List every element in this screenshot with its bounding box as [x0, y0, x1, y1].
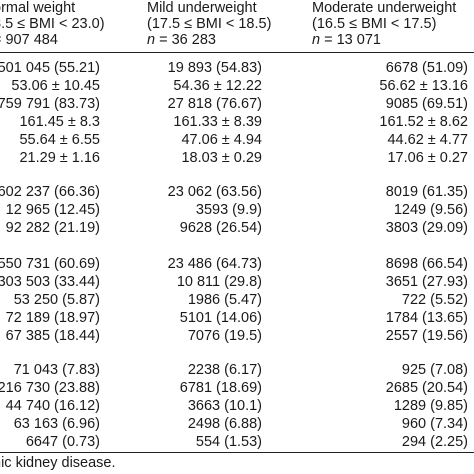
table-cell: 19 893 (54.83)	[167, 60, 262, 76]
header-n: n = 13 071	[312, 32, 381, 48]
table-cell: 63 163 (6.96)	[13, 416, 100, 432]
table-cell: 8698 (66.54)	[385, 256, 468, 272]
table-cell: 6678 (51.09)	[385, 60, 468, 76]
table-cell: 550 731 (60.69)	[0, 256, 100, 272]
table-cell: 6781 (18.69)	[179, 380, 262, 396]
table-cell: 2238 (6.17)	[187, 362, 262, 378]
header-title: Mild underweight	[147, 0, 257, 16]
table-cell: 6647 (0.73)	[25, 434, 100, 450]
table-cell: 53 250 (5.87)	[13, 292, 100, 308]
table-cell: 18.03 ± 0.29	[181, 150, 262, 166]
n-symbol: n	[147, 32, 156, 48]
table-cell: 9085 (69.51)	[385, 96, 468, 112]
table-cell: 216 730 (23.88)	[0, 380, 100, 396]
header-range: (16.5 ≤ BMI < 17.5)	[312, 16, 437, 32]
header-n: n = 36 283	[147, 32, 216, 48]
table-cell: 3651 (27.93)	[385, 274, 468, 290]
table-cell: 602 237 (66.36)	[0, 184, 100, 200]
table-cell: 17.06 ± 0.27	[387, 150, 468, 166]
table-cell: 1784 (13.65)	[385, 310, 468, 326]
table-cell: 759 791 (83.73)	[0, 96, 100, 112]
table-cell: 9628 (26.54)	[179, 220, 262, 236]
table-cell: 44.62 ± 4.77	[387, 132, 468, 148]
header-rule	[0, 52, 474, 53]
table-cell: 23 062 (63.56)	[167, 184, 262, 200]
header-normal-weight: ormal weight 8.5 ≤ BMI < 23.0) = 907 484	[0, 0, 105, 48]
table-cell: 1289 (9.85)	[393, 398, 468, 414]
table-cell: 67 385 (18.44)	[5, 328, 100, 344]
table-cell: 27 818 (76.67)	[167, 96, 262, 112]
table-cell: 722 (5.52)	[401, 292, 468, 308]
table-cell: 2557 (19.56)	[385, 328, 468, 344]
table-cell: 53.06 ± 10.45	[11, 78, 100, 94]
footer-rule	[0, 452, 474, 453]
table-cell: 47.06 ± 4.94	[181, 132, 262, 148]
table-cell: 1249 (9.56)	[393, 202, 468, 218]
header-n: = 907 484	[0, 32, 58, 48]
table-cell: 294 (2.25)	[401, 434, 468, 450]
table-cell: 10 811 (29.8)	[176, 274, 262, 290]
table-cell: 3663 (10.1)	[187, 398, 262, 414]
n-symbol: n	[312, 32, 321, 48]
header-title: ormal weight	[0, 0, 76, 16]
table-cell: 3593 (9.9)	[195, 202, 262, 218]
table-cell: 12 965 (12.45)	[5, 202, 100, 218]
table-cell: 5101 (14.06)	[179, 310, 262, 326]
table-cell: 161.45 ± 8.3	[19, 114, 100, 130]
table-cell: 501 045 (55.21)	[0, 60, 100, 76]
table-cell: 554 (1.53)	[195, 434, 262, 450]
table-cell: 8019 (61.35)	[385, 184, 468, 200]
header-moderate-underweight: Moderate underweight (16.5 ≤ BMI < 17.5)…	[312, 0, 456, 48]
table-cell: 2498 (6.88)	[187, 416, 262, 432]
table-cell: 925 (7.08)	[401, 362, 468, 378]
table-cell: 23 486 (64.73)	[167, 256, 262, 272]
table-cell: 303 503 (33.44)	[0, 274, 100, 290]
header-mild-underweight: Mild underweight (17.5 ≤ BMI < 18.5) n =…	[147, 0, 271, 48]
header-range: (17.5 ≤ BMI < 18.5)	[147, 16, 272, 32]
table-cell: 44 740 (16.12)	[5, 398, 100, 414]
table-cell: 161.33 ± 8.39	[173, 114, 262, 130]
table-cell: 21.29 ± 1.16	[19, 150, 100, 166]
header-range: 8.5 ≤ BMI < 23.0)	[0, 16, 105, 32]
table-cell: 71 043 (7.83)	[13, 362, 100, 378]
table-cell: 92 282 (21.19)	[5, 220, 100, 236]
table-cell: 72 189 (18.97)	[5, 310, 100, 326]
table-cell: 56.62 ± 13.16	[379, 78, 468, 94]
table-cell: 55.64 ± 6.55	[19, 132, 100, 148]
table-cell: 3803 (29.09)	[385, 220, 468, 236]
table-cell: 54.36 ± 12.22	[173, 78, 262, 94]
table-cell: 2685 (20.54)	[385, 380, 468, 396]
table-cell: 161.52 ± 8.62	[379, 114, 468, 130]
table-footnote: nic kidney disease.	[0, 455, 116, 471]
table-cell: 960 (7.34)	[401, 416, 468, 432]
table-cell: 1986 (5.47)	[187, 292, 262, 308]
table-cell: 7076 (19.5)	[187, 328, 262, 344]
header-title: Moderate underweight	[312, 0, 457, 16]
